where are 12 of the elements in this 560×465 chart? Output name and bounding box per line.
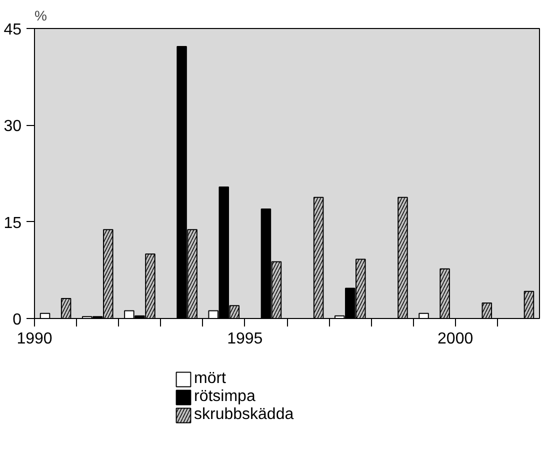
legend-label: rötsimpa bbox=[194, 388, 256, 406]
x-tick-label: 1995 bbox=[227, 330, 263, 348]
x-tick-label: 1990 bbox=[16, 330, 52, 348]
bar bbox=[418, 312, 429, 318]
y-axis-title: % bbox=[34, 8, 47, 24]
y-tick-label: 0 bbox=[12, 312, 22, 328]
legend-label: mört bbox=[194, 370, 226, 388]
y-tick-label: 45 bbox=[4, 22, 22, 38]
x-tick-label: 2000 bbox=[438, 330, 474, 348]
legend-label: skrubbskädda bbox=[194, 406, 294, 424]
y-tick-label: 30 bbox=[4, 118, 22, 136]
y-tick-label: 15 bbox=[4, 214, 22, 232]
